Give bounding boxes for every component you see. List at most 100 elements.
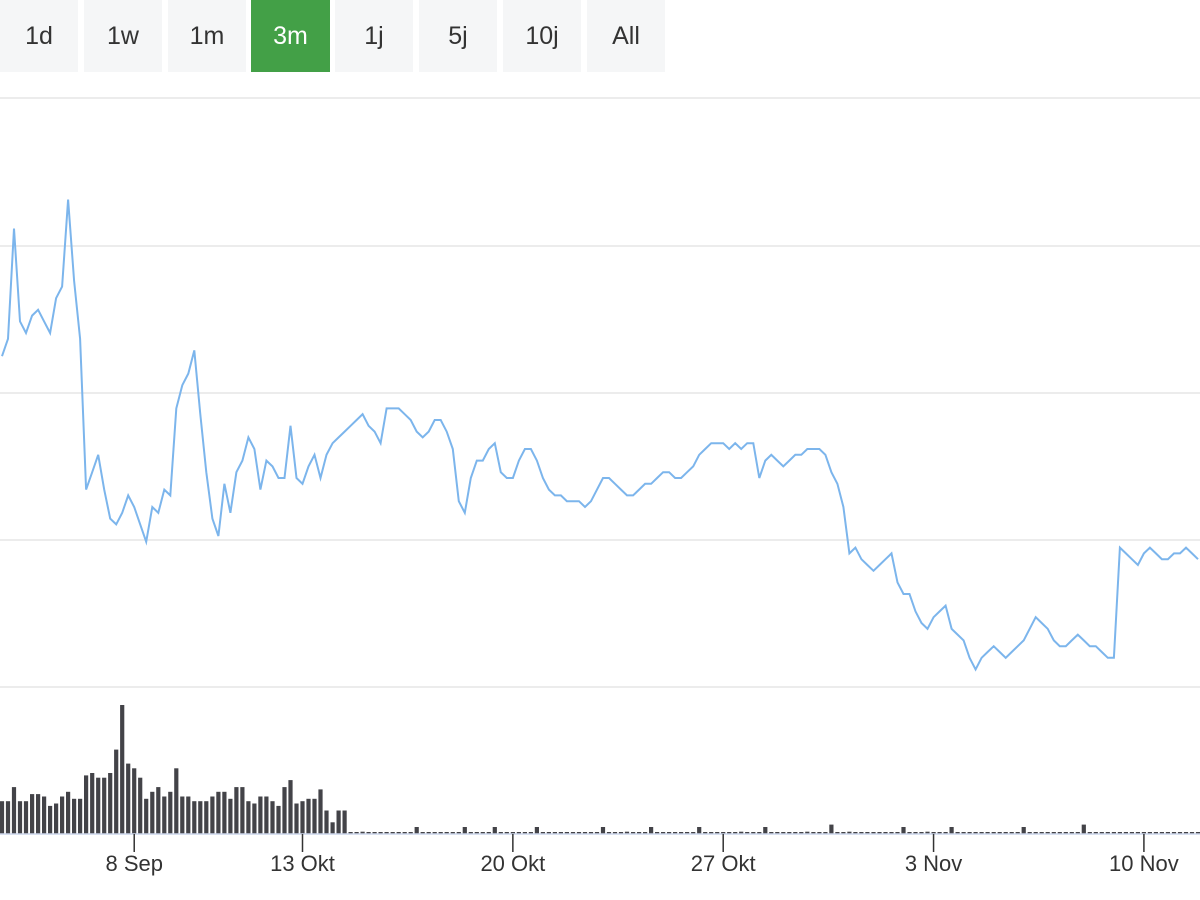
volume-bar <box>1069 832 1074 834</box>
volume-bar <box>618 832 624 834</box>
volume-bar <box>859 832 864 834</box>
volume-bar <box>763 827 768 834</box>
volume-bar <box>733 832 738 834</box>
volume-bar <box>252 803 257 834</box>
volume-bar <box>931 832 936 834</box>
range-button-10j[interactable]: 10j <box>503 0 581 72</box>
range-button-5j[interactable]: 5j <box>419 0 497 72</box>
volume-bar <box>240 787 245 834</box>
range-button-1m[interactable]: 1m <box>168 0 246 72</box>
volume-bar <box>144 798 149 834</box>
volume-bar <box>1057 832 1062 834</box>
volume-bar <box>612 832 618 834</box>
volume-bar <box>198 801 203 834</box>
volume-bar <box>306 798 311 834</box>
volume-bar <box>853 832 858 834</box>
volume-bar <box>1189 832 1195 834</box>
volume-bar <box>180 796 185 834</box>
volume-bar <box>414 827 419 834</box>
volume-bar <box>36 794 41 834</box>
volume-bar <box>594 832 600 834</box>
price-line <box>1 199 1199 672</box>
volume-bar <box>384 832 389 834</box>
x-tick-label: 8 Sep <box>105 851 163 876</box>
volume-bar <box>1063 832 1068 834</box>
volume-bar <box>78 798 83 834</box>
volume-bar <box>685 832 690 834</box>
volume-bar <box>456 832 461 834</box>
volume-bar <box>805 831 810 834</box>
volume-bar <box>498 832 503 834</box>
volume-bar <box>372 832 377 834</box>
volume-bar <box>210 796 215 834</box>
volume-bar <box>558 832 563 834</box>
volume-bar <box>703 832 708 834</box>
volume-bar <box>282 787 287 834</box>
volume-bar <box>30 794 35 834</box>
volume-bar <box>348 832 353 834</box>
volume-bar <box>991 832 996 834</box>
volume-bar <box>336 810 341 834</box>
volume-bar <box>1129 832 1134 834</box>
volume-bar <box>973 832 978 834</box>
volume-bar <box>192 801 197 834</box>
volume-bar <box>925 831 930 834</box>
volume-bar <box>426 832 431 834</box>
volume-bar <box>23 801 29 834</box>
volume-bar <box>186 796 191 834</box>
volume-bar <box>979 832 984 834</box>
volume-bar <box>528 832 533 834</box>
volume-bar <box>709 832 714 834</box>
volume-bar <box>1177 832 1183 834</box>
volume-bar <box>480 832 485 834</box>
range-button-1d[interactable]: 1d <box>0 0 78 72</box>
volume-bar <box>1033 832 1038 834</box>
x-tick-label: 3 Nov <box>905 851 962 876</box>
volume-bar <box>474 832 479 834</box>
volume-bar <box>1099 832 1104 834</box>
volume-bar <box>222 791 227 834</box>
volume-bar <box>318 789 323 834</box>
range-button-all[interactable]: All <box>587 0 665 72</box>
volume-bar <box>637 832 642 834</box>
volume-bar <box>264 796 269 834</box>
volume-bar <box>402 832 407 834</box>
volume-bar <box>624 831 630 834</box>
volume-bar <box>811 832 816 834</box>
volume-bar <box>781 832 786 834</box>
volume-bar <box>72 798 77 834</box>
volume-bar <box>673 832 678 834</box>
volume-bar <box>937 832 942 834</box>
x-tick-label: 27 Okt <box>691 851 756 876</box>
volume-bar <box>312 798 317 834</box>
volume-bar <box>961 832 966 834</box>
volume-bar <box>1183 832 1189 834</box>
volume-bar <box>967 832 972 834</box>
volume-bar <box>11 787 17 834</box>
volume-bar <box>516 832 521 834</box>
volume-bar <box>294 803 299 834</box>
volume-bar <box>649 827 654 834</box>
volume-bar <box>168 791 173 834</box>
volume-bar <box>1135 832 1140 834</box>
volume-bar <box>751 832 756 834</box>
volume-bar <box>366 832 371 834</box>
range-button-1w[interactable]: 1w <box>84 0 162 72</box>
volume-bar <box>42 796 47 834</box>
volume-bar <box>102 777 107 834</box>
grid-lines <box>0 97 1200 688</box>
volume-bar <box>1105 832 1110 834</box>
volume-bar <box>757 832 762 834</box>
volume-bar <box>1123 832 1128 834</box>
volume-bar <box>432 832 437 834</box>
volume-bar <box>270 801 275 834</box>
volume-bar <box>600 827 606 834</box>
volume-bar <box>1003 832 1008 834</box>
volume-bar <box>769 832 774 834</box>
volume-bar <box>799 832 804 834</box>
range-button-1j[interactable]: 1j <box>335 0 413 72</box>
volume-bar <box>606 832 612 834</box>
volume-bar <box>5 801 11 834</box>
range-button-3m[interactable]: 3m <box>251 0 330 72</box>
volume-bar <box>576 832 582 834</box>
